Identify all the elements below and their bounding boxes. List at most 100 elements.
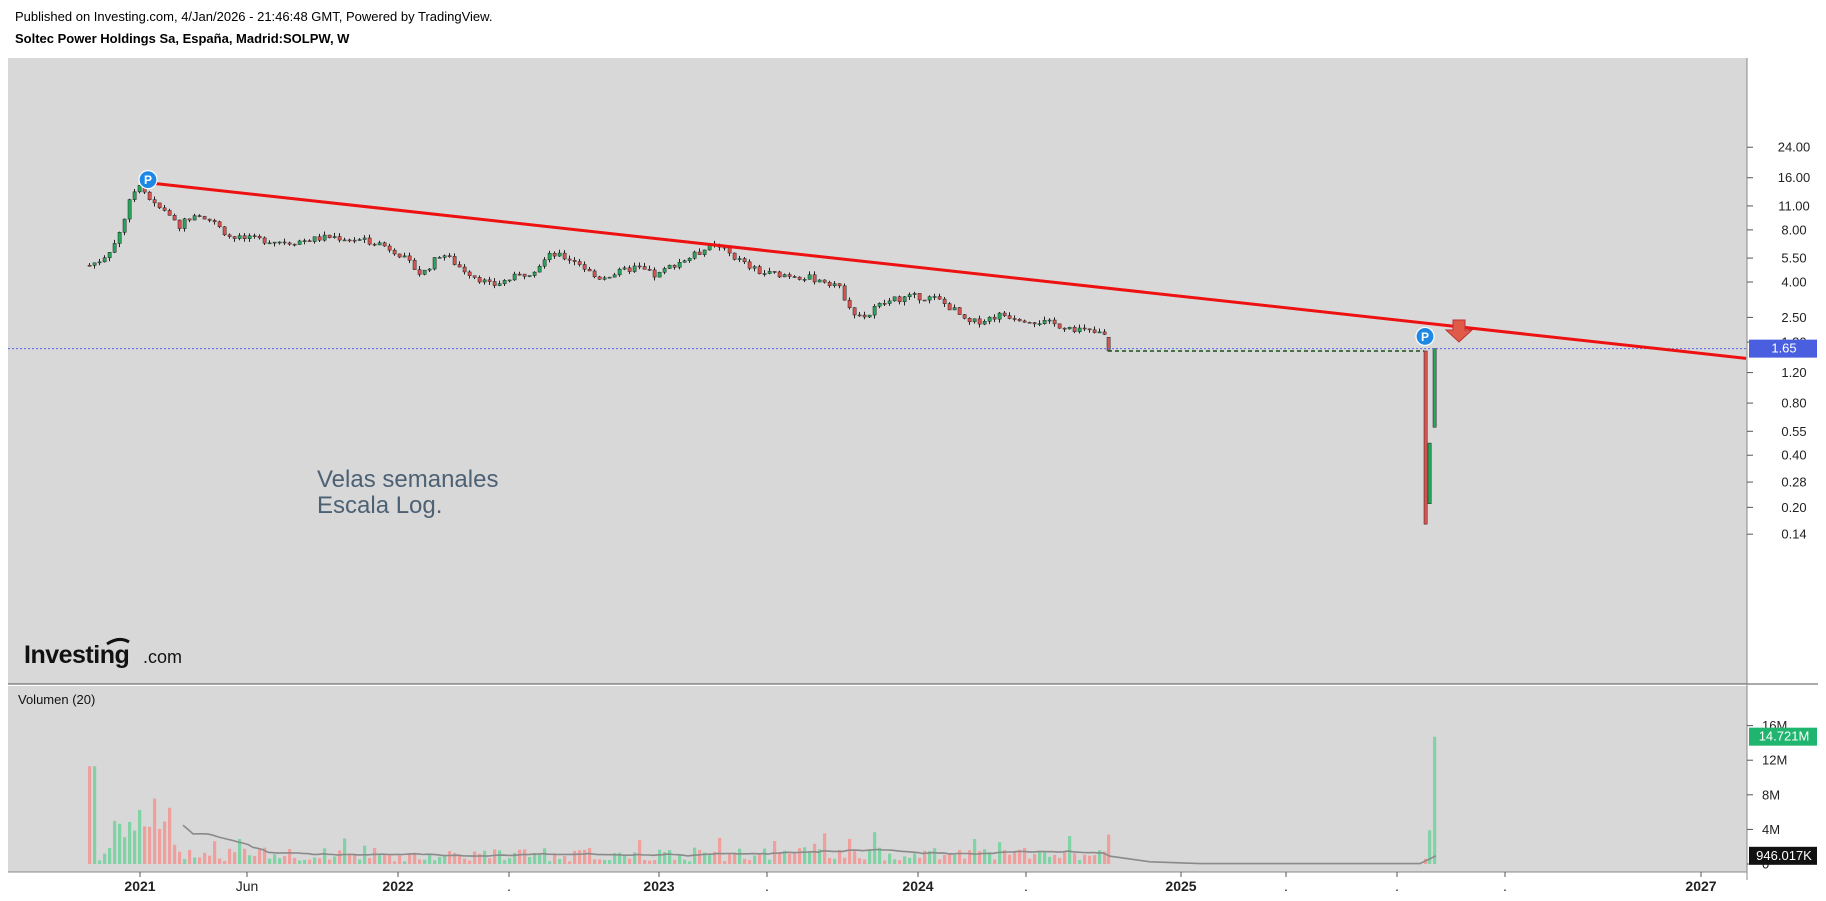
candle-up <box>267 242 272 245</box>
volume-bar-down <box>593 859 597 864</box>
candle-down <box>792 276 797 278</box>
candle-up <box>1037 323 1042 326</box>
volume-bar-down <box>408 853 412 864</box>
price-tick-label: 0.14 <box>1781 527 1806 542</box>
candles-layer <box>87 183 1437 525</box>
volume-bar-up <box>633 852 637 864</box>
volume-bar-down <box>813 843 817 864</box>
price-pane[interactable] <box>8 58 1747 684</box>
candle-up <box>687 258 692 261</box>
volume-bar-down <box>453 852 457 864</box>
candle-up <box>322 234 327 241</box>
volume-bar-down <box>1018 849 1022 864</box>
candle-down <box>727 247 732 254</box>
volume-bar-down <box>883 860 887 864</box>
volume-bar-up <box>358 859 362 864</box>
price-tick-label: 0.80 <box>1781 396 1806 411</box>
candle-up <box>297 240 302 245</box>
candle-up <box>872 306 877 316</box>
volume-bar-down <box>588 848 592 864</box>
candle-down <box>397 253 402 258</box>
volume-bar-up <box>1038 850 1042 864</box>
candle-down <box>457 264 462 268</box>
pivot-marker-high[interactable]: P <box>138 170 158 190</box>
candle-down <box>477 277 482 283</box>
volume-bar-down <box>978 850 982 864</box>
candle-up <box>887 300 892 304</box>
volume-bar-down <box>838 849 842 864</box>
volume-bar-up <box>668 850 672 864</box>
candle-down <box>572 259 577 262</box>
candle-up <box>987 316 992 322</box>
pivot-marker-recent[interactable]: P <box>1415 326 1435 347</box>
price-axis[interactable]: 24.0016.0011.008.005.504.002.501.801.200… <box>1747 140 1810 542</box>
candle-up <box>927 296 932 301</box>
candle-down <box>1082 327 1087 330</box>
candle-up <box>122 218 127 233</box>
price-tick-label: 0.20 <box>1781 500 1806 515</box>
volume-bar-up <box>138 809 142 864</box>
candle-down <box>1027 322 1032 324</box>
candle-up <box>427 268 432 271</box>
volume-bar-down <box>353 854 357 864</box>
volume-bar-up <box>343 838 347 864</box>
candle-down <box>287 242 292 245</box>
pivot-label: P <box>1421 330 1429 344</box>
candle-down <box>642 266 647 270</box>
volume-bar-up <box>1048 856 1052 864</box>
volume-bar-down <box>638 840 642 864</box>
candle-up <box>692 251 697 259</box>
volume-bar-down <box>388 854 392 864</box>
volume-pane[interactable] <box>8 686 1747 872</box>
candle-down <box>522 273 527 277</box>
volume-bar-down <box>163 821 167 864</box>
volume-bar-down <box>288 849 292 864</box>
descending-trendline[interactable] <box>146 181 1747 360</box>
volume-bar-down <box>758 854 762 864</box>
candle-down <box>827 282 832 286</box>
volume-bar-up <box>303 859 307 864</box>
volume-bar-down <box>553 853 557 864</box>
volume-bar-up <box>873 832 877 864</box>
volume-bar-down <box>468 860 472 864</box>
candle-down <box>1002 312 1007 316</box>
volume-bar-down <box>728 853 732 864</box>
down-arrow-icon[interactable] <box>1444 319 1474 343</box>
volume-bar-up <box>133 830 137 864</box>
volume-bar-down <box>283 855 287 864</box>
volume-bar-up <box>423 859 427 864</box>
volume-bar-up <box>608 860 612 864</box>
time-axis[interactable]: 2021 Jun 2022. 2023. 2024. 2025... 2027 <box>124 872 1717 894</box>
candle-down <box>257 235 262 239</box>
volume-bar-down <box>1033 854 1037 864</box>
time-tick-label: . <box>765 878 769 894</box>
volume-bar-down <box>793 852 797 864</box>
price-tick-label: 16.00 <box>1778 170 1811 185</box>
volume-bar-up <box>878 847 882 864</box>
last-volume-badge: 14.721M <box>1749 727 1817 746</box>
candle-down <box>217 221 222 228</box>
volume-bar-up <box>708 854 712 864</box>
annotation-line1: Velas semanales <box>317 466 498 493</box>
current-price-badge: 1.65 <box>1749 339 1817 358</box>
volume-bar-up <box>103 853 107 864</box>
investing-logo: Investing .com <box>24 637 182 669</box>
volume-bar-down <box>643 860 647 864</box>
volume-bar-up <box>603 859 607 864</box>
volume-bar-up <box>538 854 542 864</box>
candle-up <box>547 252 552 260</box>
volume-bar-down <box>843 857 847 864</box>
candle-up <box>1077 327 1082 332</box>
volume-bar-down <box>393 861 397 864</box>
volume-bar-down <box>938 859 942 864</box>
candle-down <box>822 279 827 283</box>
volume-bar-down <box>853 849 857 864</box>
candle-down <box>697 251 702 255</box>
time-tick-label: . <box>507 878 511 894</box>
candle-down <box>967 318 972 323</box>
volume-bar-up <box>238 839 242 864</box>
candle-down <box>262 237 267 244</box>
candle-up <box>512 273 517 281</box>
volume-bar-up <box>903 856 907 864</box>
